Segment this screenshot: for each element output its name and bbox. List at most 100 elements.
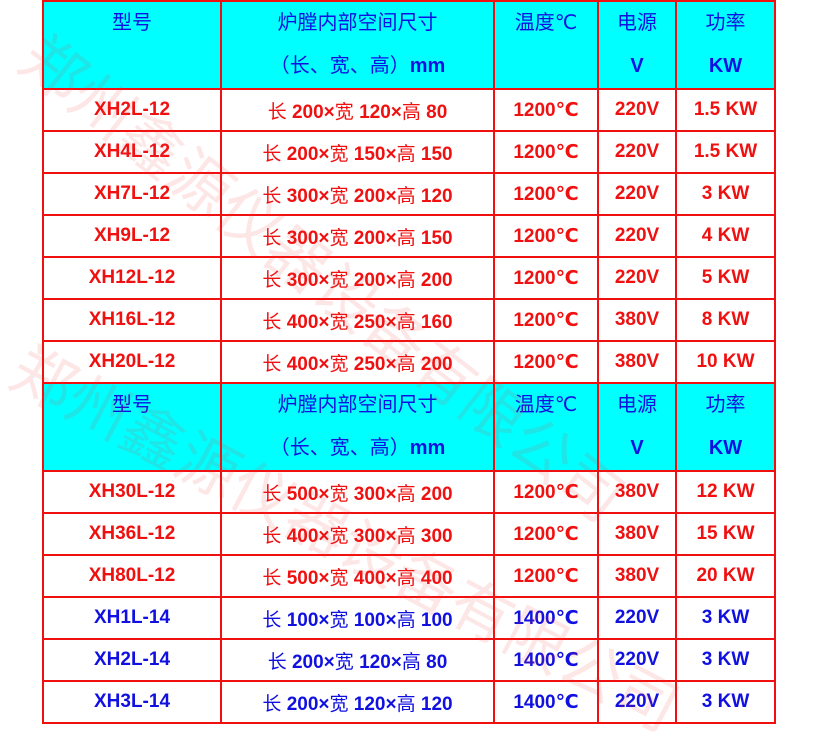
model-value: XH16L-12 (88, 309, 176, 330)
cell-size: 长 300×宽 200×高 200 (220, 256, 495, 300)
cell-size: 长 200×宽 120×高 80 (220, 88, 495, 132)
power-value: 5 KW (701, 267, 750, 288)
height-label: 高 (396, 693, 416, 715)
cell-power: 3 KW (675, 172, 776, 216)
height-label: 高 (396, 311, 416, 333)
cell-temp: 1200℃ (493, 130, 599, 174)
cell-model: XH80L-12 (42, 554, 222, 598)
cell-size: 长 400×宽 250×高 200 (220, 340, 495, 384)
cell-power: 3 KW (675, 596, 776, 640)
length-label: 长 (262, 143, 282, 165)
temp-value: 1200℃ (513, 141, 579, 163)
cell-voltage: 380V (597, 340, 677, 384)
header-label: 炉膛内部空间尺寸 (277, 12, 438, 34)
length-label: 长 (262, 609, 282, 631)
model-value: XH12L-12 (88, 267, 176, 288)
width-label: 宽 (329, 483, 349, 505)
header-label: 电源 (617, 12, 657, 34)
height-value: 100 (420, 609, 453, 631)
width-label: 宽 (329, 227, 349, 249)
length-label: 长 (267, 651, 287, 673)
table-row: XH30L-12 长 500×宽 300×高 200 1200℃ 380V 12 KW (42, 470, 776, 514)
cell-model: XH2L-14 (42, 638, 222, 682)
voltage-value: 380V (614, 523, 660, 544)
width-value: 400× (353, 567, 397, 589)
cell-voltage: 220V (597, 596, 677, 640)
cell-voltage: 220V (597, 638, 677, 682)
header-model: 型号 (42, 0, 222, 90)
cell-voltage: 380V (597, 554, 677, 598)
height-label: 高 (396, 353, 416, 375)
cell-size: 长 500×宽 400×高 400 (220, 554, 495, 598)
length-value: 500× (286, 483, 330, 505)
length-value: 100× (286, 609, 330, 631)
width-value: 300× (353, 525, 397, 547)
height-label: 高 (396, 483, 416, 505)
width-value: 120× (359, 651, 402, 673)
length-value: 200× (286, 693, 330, 715)
cell-voltage: 380V (597, 298, 677, 342)
height-label: 高 (401, 101, 421, 123)
cell-model: XH2L-12 (42, 88, 222, 132)
table-row: XH36L-12 长 400×宽 300×高 300 1200℃ 380V 15 KW (42, 512, 776, 556)
cell-voltage: 220V (597, 214, 677, 258)
height-label: 高 (396, 185, 416, 207)
header-size: 炉膛内部空间尺寸 （长、宽、高）mm (220, 382, 495, 472)
width-label: 宽 (329, 693, 349, 715)
power-value: 4 KW (701, 225, 750, 246)
height-value: 80 (426, 651, 448, 673)
model-value: XH2L-14 (93, 649, 171, 670)
temp-value: 1200℃ (513, 99, 579, 121)
length-value: 200× (286, 143, 330, 165)
cell-size: 长 100×宽 100×高 100 (220, 596, 495, 640)
height-value: 160 (420, 311, 453, 333)
width-value: 100× (353, 609, 397, 631)
cell-temp: 1200℃ (493, 340, 599, 384)
power-value: 20 KW (696, 565, 755, 586)
length-value: 500× (286, 567, 330, 589)
model-value: XH1L-14 (93, 607, 171, 628)
cell-voltage: 220V (597, 88, 677, 132)
header-label: 温度℃ (514, 12, 578, 34)
cell-power: 8 KW (675, 298, 776, 342)
table-row: XH80L-12 长 500×宽 400×高 400 1200℃ 380V 20 KW (42, 554, 776, 598)
cell-model: XH4L-12 (42, 130, 222, 174)
voltage-value: 220V (614, 225, 660, 246)
length-value: 200× (291, 101, 335, 123)
length-value: 300× (286, 227, 330, 249)
table-row: XH12L-12 长 300×宽 200×高 200 1200℃ 220V 5 KW (42, 256, 776, 300)
cell-power: 20 KW (675, 554, 776, 598)
length-label: 长 (262, 269, 282, 291)
temp-value: 1400℃ (513, 607, 579, 629)
cell-power: 1.5 KW (675, 88, 776, 132)
length-value: 400× (286, 353, 330, 375)
table-row: XH16L-12 长 400×宽 250×高 160 1200℃ 380V 8 KW (42, 298, 776, 342)
width-label: 宽 (329, 311, 349, 333)
cell-temp: 1200℃ (493, 256, 599, 300)
height-label: 高 (396, 609, 416, 631)
header-label: （长、宽、高） (269, 55, 410, 77)
cell-size: 长 200×宽 120×高 120 (220, 680, 495, 724)
voltage-value: 220V (614, 267, 660, 288)
cell-power: 5 KW (675, 256, 776, 300)
power-value: 3 KW (701, 691, 750, 712)
table-row: XH9L-12 长 300×宽 200×高 150 1200℃ 220V 4 KW (42, 214, 776, 258)
header-unit: V (630, 437, 644, 459)
header-power: 功率 KW (675, 382, 776, 472)
cell-temp: 1400℃ (493, 638, 599, 682)
header-temp: 温度℃ (493, 0, 599, 90)
height-label: 高 (396, 269, 416, 291)
cell-voltage: 220V (597, 172, 677, 216)
table-row: XH20L-12 长 400×宽 250×高 200 1200℃ 380V 10 KW (42, 340, 776, 384)
cell-model: XH36L-12 (42, 512, 222, 556)
header-label: 功率 (705, 12, 746, 34)
cell-voltage: 220V (597, 256, 677, 300)
power-value: 10 KW (696, 351, 755, 372)
model-value: XH30L-12 (88, 481, 176, 502)
header-model: 型号 (42, 382, 222, 472)
cell-model: XH30L-12 (42, 470, 222, 514)
height-label: 高 (396, 143, 416, 165)
cell-temp: 1200℃ (493, 512, 599, 556)
spec-table: 型号 炉膛内部空间尺寸 （长、宽、高）mm 温度℃ 电源 V 功率 KW XH2L-12 长 20… (42, 0, 776, 724)
voltage-value: 380V (614, 481, 660, 502)
